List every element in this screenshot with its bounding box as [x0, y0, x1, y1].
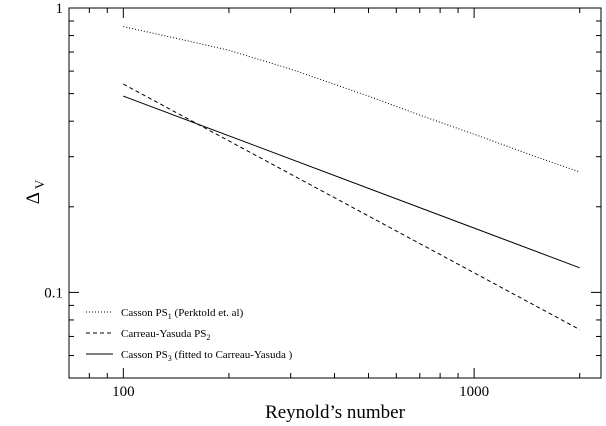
legend-subscript: 3 [168, 354, 172, 363]
legend-subscript: 2 [206, 333, 210, 342]
axis-ticks: 100 1000 0.1 1 [44, 1, 601, 400]
y-tick-label: 1 [56, 1, 64, 17]
series-line-3 [123, 95, 580, 269]
legend-entry-1: Casson PS1 (Perktold et. al) [121, 307, 244, 321]
series-line-1 [123, 26, 580, 173]
legend-entry-3: Casson PS3 (fitted to Carreau-Yasuda ) [121, 349, 293, 363]
y-axis-title-sub: V [32, 179, 47, 189]
legend-entry-2: Carreau-Yasuda PS2 [121, 328, 210, 342]
legend-suffix: (fitted to Carreau-Yasuda ) [172, 349, 293, 361]
x-axis-title: Reynold’s number [265, 402, 406, 423]
x-tick-label: 1000 [459, 384, 489, 400]
legend: Casson PS1 (Perktold et. al)Carreau-Yasu… [86, 307, 293, 363]
y-axis-title-main: Δ [23, 192, 44, 204]
plot-frame [68, 7, 602, 379]
legend-subscript: 1 [168, 312, 172, 321]
legend-name: Carreau-Yasuda PS [121, 328, 206, 340]
legend-name: Casson PS [121, 307, 168, 319]
legend-name: Casson PS [121, 349, 168, 361]
series-line-2 [123, 83, 580, 331]
x-tick-label: 100 [112, 384, 135, 400]
y-axis-title: ΔV [23, 179, 47, 204]
series-layer [123, 26, 580, 331]
legend-suffix: (Perktold et. al) [172, 307, 244, 319]
y-tick-label: 0.1 [44, 285, 63, 301]
